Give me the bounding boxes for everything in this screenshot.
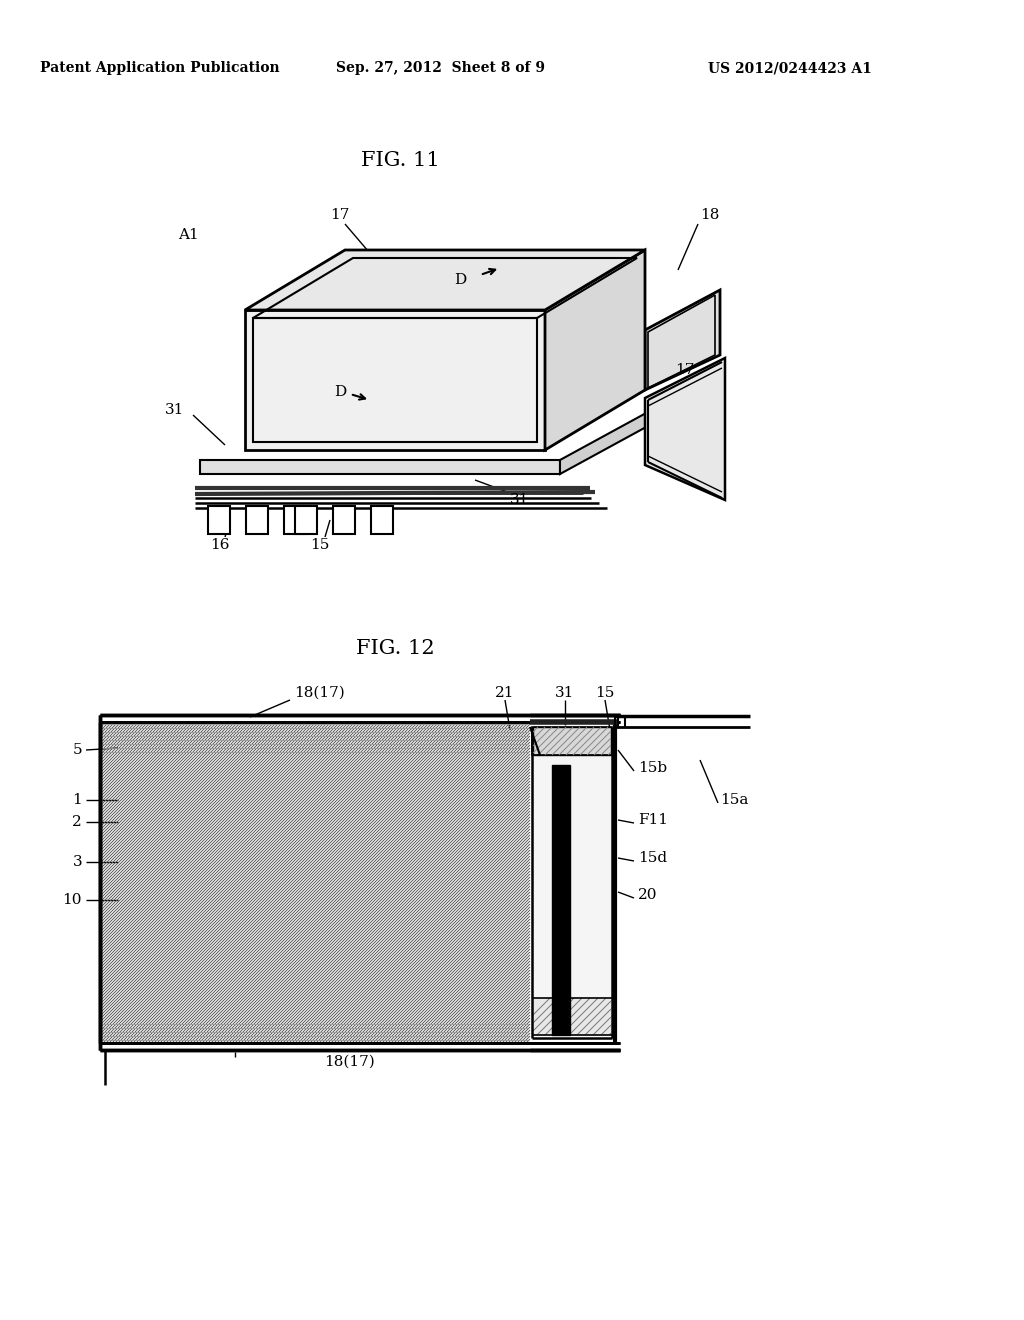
Text: 21: 21: [496, 686, 515, 700]
Text: 15: 15: [310, 539, 330, 552]
Text: 1: 1: [73, 793, 82, 807]
Bar: [534, 755, 611, 998]
Text: 17: 17: [675, 363, 694, 378]
Polygon shape: [545, 249, 645, 450]
Text: 31: 31: [510, 492, 529, 507]
Bar: [246, 506, 268, 535]
Text: 3: 3: [73, 855, 82, 869]
Bar: [295, 506, 317, 535]
Text: 18(17): 18(17): [295, 686, 345, 700]
Polygon shape: [100, 722, 530, 1043]
Text: 20: 20: [638, 888, 657, 902]
Text: 5: 5: [73, 743, 82, 756]
Polygon shape: [245, 249, 645, 310]
Text: 18(17): 18(17): [325, 1055, 376, 1069]
Bar: [333, 506, 355, 535]
Text: 10: 10: [62, 894, 82, 907]
Text: 15d: 15d: [638, 851, 667, 865]
Bar: [100, 722, 530, 1043]
Text: Patent Application Publication: Patent Application Publication: [40, 61, 280, 75]
Text: 15a: 15a: [720, 793, 749, 807]
Text: F11: F11: [638, 813, 668, 828]
Text: 16: 16: [210, 539, 229, 552]
Bar: [532, 727, 612, 755]
Polygon shape: [645, 358, 725, 500]
Bar: [284, 506, 306, 535]
Text: 17: 17: [331, 209, 349, 222]
Text: D: D: [334, 385, 346, 399]
Text: 15b: 15b: [638, 762, 667, 775]
Polygon shape: [245, 310, 545, 450]
Text: Sep. 27, 2012  Sheet 8 of 9: Sep. 27, 2012 Sheet 8 of 9: [336, 61, 545, 75]
Bar: [534, 998, 611, 1035]
Text: 15: 15: [595, 686, 614, 700]
Text: FIG. 11: FIG. 11: [360, 150, 439, 169]
Bar: [371, 506, 393, 535]
Text: US 2012/0244423 A1: US 2012/0244423 A1: [708, 61, 872, 75]
Text: 31: 31: [555, 686, 574, 700]
Bar: [208, 506, 230, 535]
Text: 31: 31: [165, 403, 184, 417]
Bar: [552, 766, 570, 1035]
Text: 2: 2: [73, 814, 82, 829]
Text: A1: A1: [178, 228, 199, 242]
Polygon shape: [645, 290, 720, 389]
Text: 18: 18: [700, 209, 720, 222]
Bar: [534, 727, 611, 755]
Polygon shape: [200, 459, 560, 474]
Text: FIG. 12: FIG. 12: [355, 639, 434, 657]
Polygon shape: [560, 400, 670, 474]
Text: D: D: [454, 273, 466, 286]
